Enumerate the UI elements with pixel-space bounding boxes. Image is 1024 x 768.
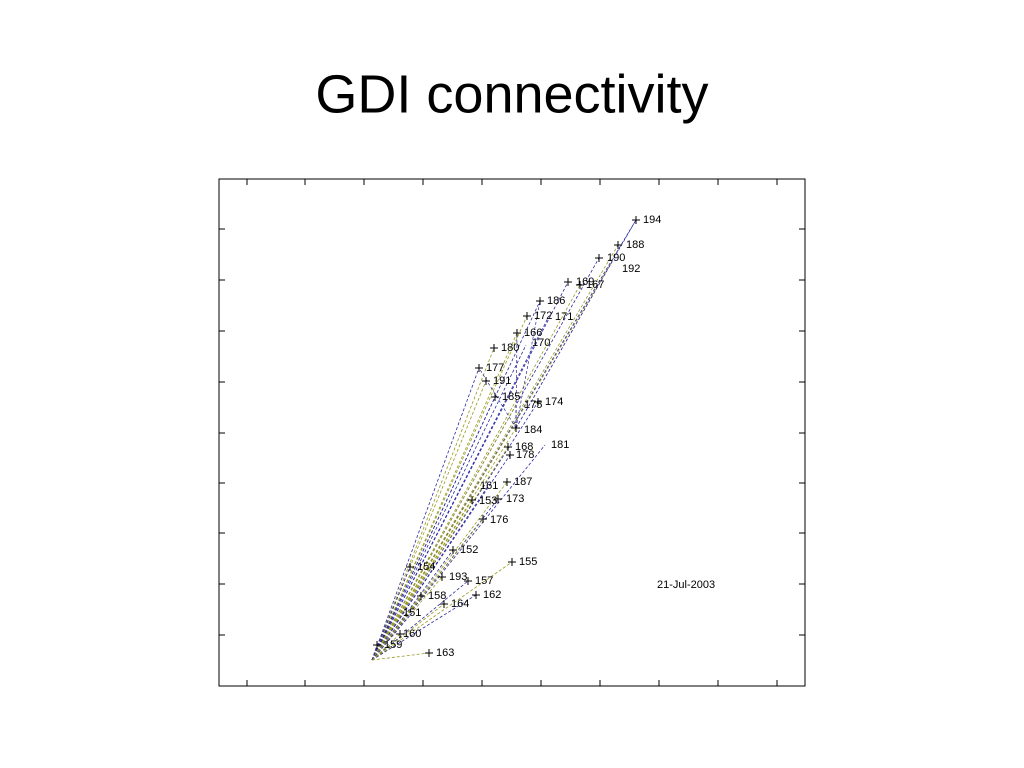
connection	[371, 404, 517, 661]
plot-frame	[218, 178, 806, 687]
node-label: 164	[451, 598, 469, 610]
node-label: 168	[515, 441, 533, 453]
connection	[371, 612, 413, 661]
connection	[371, 576, 443, 661]
connection	[371, 244, 619, 661]
connection	[515, 261, 613, 429]
connection	[371, 347, 495, 661]
node-label: 187	[514, 476, 532, 488]
node-label: 160	[403, 628, 421, 640]
connection	[371, 444, 546, 661]
frame-ticks	[219, 179, 805, 686]
node-label: 167	[586, 279, 604, 291]
connection	[371, 261, 613, 661]
node-label: 158	[428, 590, 446, 602]
node-label: 176	[490, 514, 508, 526]
connection	[515, 300, 541, 429]
slide-title: GDI connectivity	[315, 64, 708, 124]
node-label: 161	[480, 480, 498, 492]
node-label: 193	[449, 571, 467, 583]
connections	[371, 219, 637, 661]
node-label: 162	[483, 589, 501, 601]
node-label: 154	[417, 561, 435, 573]
node-label: 180	[501, 342, 519, 354]
connection	[371, 580, 469, 661]
connection	[371, 652, 430, 661]
connection	[371, 561, 513, 661]
connection	[371, 603, 445, 661]
node-label: 172	[534, 310, 552, 322]
connection	[371, 595, 422, 661]
node-label: 186	[547, 295, 565, 307]
node-label: 155	[519, 556, 537, 568]
connection	[371, 633, 401, 661]
node-label: 181	[551, 439, 569, 451]
node-label: 151	[403, 607, 421, 619]
connection	[371, 485, 489, 661]
node-label: 159	[384, 639, 402, 651]
node-label: 184	[524, 424, 542, 436]
connection	[371, 644, 378, 661]
node-label: 192	[622, 263, 640, 275]
node-label: 152	[460, 544, 478, 556]
node-label: 177	[486, 362, 504, 374]
connection	[371, 284, 581, 661]
node-label: 188	[626, 239, 644, 251]
node-label: 190	[607, 252, 625, 264]
node-label: 163	[436, 647, 454, 659]
connection	[371, 499, 473, 661]
connection	[371, 367, 480, 661]
connection	[371, 317, 549, 661]
node-label: 178	[516, 449, 534, 461]
node-label: 191	[493, 375, 511, 387]
node-label: 174	[545, 396, 563, 408]
connection	[371, 549, 454, 661]
node-label: 171	[555, 311, 573, 323]
node-label: 166	[524, 327, 542, 339]
node-label: 175	[524, 399, 542, 411]
connection	[371, 396, 496, 661]
date-label: 21-Jul-2003	[657, 579, 715, 591]
connection	[478, 367, 517, 429]
connection	[371, 594, 477, 661]
connection	[371, 344, 527, 661]
node-label: 185	[502, 391, 520, 403]
node-label: 157	[475, 575, 493, 587]
connection	[371, 446, 509, 661]
node-label: 153	[479, 495, 497, 507]
node-label: 170	[532, 337, 550, 349]
node-label: 173	[506, 493, 524, 505]
node-label: 194	[643, 214, 661, 226]
